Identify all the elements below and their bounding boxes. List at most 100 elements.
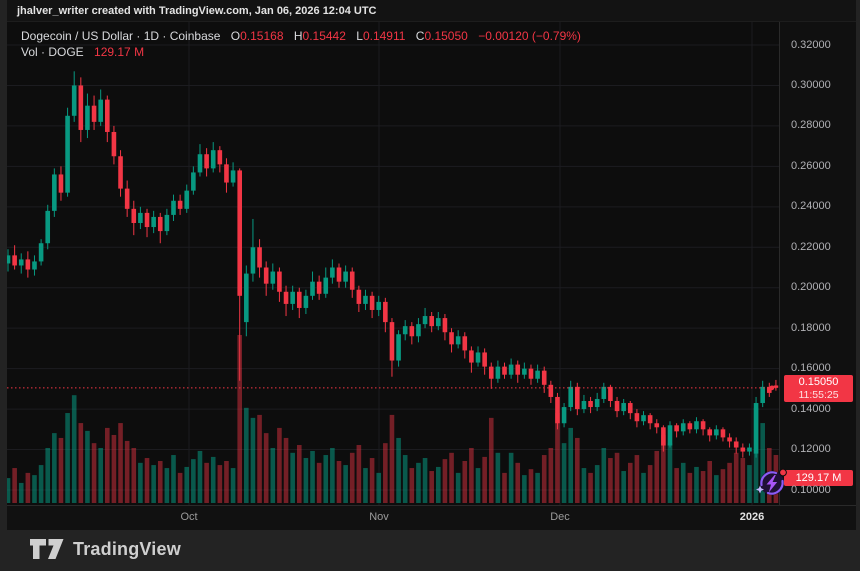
volume-bar	[475, 468, 481, 503]
candle-body	[310, 281, 315, 296]
volume-bar	[502, 472, 507, 503]
volume-bar	[568, 427, 573, 503]
candle-body	[144, 212, 150, 228]
candle-body	[462, 336, 468, 351]
candle-body	[363, 295, 368, 304]
candle-body	[230, 170, 236, 183]
volume-bar	[38, 465, 44, 503]
lightning-boost-graphic	[756, 468, 787, 495]
volume-bar	[740, 458, 746, 503]
candle-body	[687, 423, 693, 430]
volume-bar	[85, 430, 90, 503]
candle-body	[369, 295, 375, 310]
price-pane[interactable]	[7, 22, 779, 505]
candle-body	[151, 216, 156, 228]
candle-body	[91, 105, 97, 122]
volume-bar	[124, 440, 130, 503]
candle-body	[482, 352, 487, 367]
volume-bar	[230, 468, 236, 503]
volume-bar	[588, 472, 593, 503]
volume-bar	[363, 468, 368, 503]
volume-bar	[528, 469, 534, 503]
volume-bar	[396, 437, 401, 503]
chart-widget: jhalver_writer created with TradingView.…	[7, 0, 856, 530]
volume-bar	[131, 447, 137, 503]
price-axis[interactable]: 0.15050 11:55:25 129.17 M 0.32000 0.30000…	[779, 22, 856, 505]
candle-body	[7, 255, 11, 264]
volume-bar	[91, 443, 97, 503]
candle-body	[58, 174, 64, 193]
volume-bar	[555, 413, 560, 503]
candle-body	[349, 271, 355, 290]
time-axis-label-dec: Dec	[550, 511, 570, 523]
low-value: 0.14911	[362, 29, 406, 43]
candle-body	[733, 441, 739, 448]
candle-body	[515, 364, 521, 375]
volume-bar	[436, 466, 441, 503]
close-value: 0.15050	[424, 29, 468, 43]
candle-body	[700, 421, 706, 430]
volume-bar	[674, 468, 679, 503]
candle-body	[720, 429, 726, 438]
price-axis-label: 0.22000	[791, 240, 831, 253]
candle-body	[488, 366, 494, 379]
candle-body	[105, 99, 110, 132]
volume-bar	[336, 460, 342, 503]
volume-bar	[78, 423, 84, 503]
volume-bar	[98, 447, 103, 503]
volume-bar	[277, 427, 282, 503]
candle-body	[171, 200, 176, 215]
volume-bar	[455, 472, 461, 503]
volume-bar	[171, 455, 176, 503]
volume-bar	[349, 452, 355, 503]
symbol-title[interactable]: Dogecoin / US Dollar · 1D · Coinbase	[21, 29, 221, 43]
volume-bar	[164, 468, 170, 503]
volume-bar	[508, 452, 514, 503]
price-axis-label: 0.16000	[791, 362, 831, 375]
volume-bar	[541, 455, 547, 503]
candle-body	[277, 271, 282, 292]
volume-bar	[118, 423, 123, 503]
candle-body	[330, 267, 335, 278]
tradingview-logo[interactable]: TradingView	[30, 538, 181, 560]
volume-bar	[330, 447, 335, 503]
candle-body	[634, 413, 640, 422]
volume-label[interactable]: Vol · DOGE	[21, 45, 84, 59]
chart-legend: Dogecoin / US Dollar · 1D · Coinbase O0.…	[21, 28, 581, 60]
volume-bar	[687, 472, 693, 503]
lightning-boost-icon[interactable]	[754, 464, 790, 500]
attribution-bar: jhalver_writer created with TradingView.…	[7, 0, 856, 22]
volume-bar	[469, 447, 474, 503]
candle-body	[753, 403, 759, 454]
volume-bar	[204, 462, 209, 503]
volume-bar	[409, 468, 415, 503]
volume-bar	[449, 452, 454, 503]
candle-body	[131, 208, 137, 223]
volume-bar	[310, 450, 315, 503]
volume-bar	[515, 462, 521, 503]
volume-bar	[257, 414, 262, 503]
time-axis[interactable]: Oct Nov Dec 2026	[7, 505, 856, 530]
candle-body	[237, 170, 242, 296]
candle-body	[389, 322, 395, 361]
volume-bar	[661, 434, 666, 503]
candle-body	[707, 429, 713, 436]
volume-bar	[700, 471, 706, 503]
volume-bar	[694, 466, 699, 503]
volume-bar	[296, 445, 302, 503]
candle-body	[614, 401, 620, 412]
candle-body	[184, 190, 190, 209]
volume-bar	[290, 452, 295, 503]
volume-bar	[45, 447, 51, 503]
candle-body	[442, 318, 448, 333]
candle-body	[78, 85, 84, 130]
volume-bar	[482, 456, 487, 503]
legend-symbol-row: Dogecoin / US Dollar · 1D · Coinbase O0.…	[21, 28, 581, 44]
candle-body	[416, 324, 421, 337]
price-axis-label: 0.20000	[791, 281, 831, 294]
candle-body	[38, 243, 44, 262]
candle-body	[508, 364, 514, 375]
volume-bar	[601, 447, 607, 503]
candle-body	[210, 150, 216, 169]
high-label: H	[293, 29, 303, 43]
